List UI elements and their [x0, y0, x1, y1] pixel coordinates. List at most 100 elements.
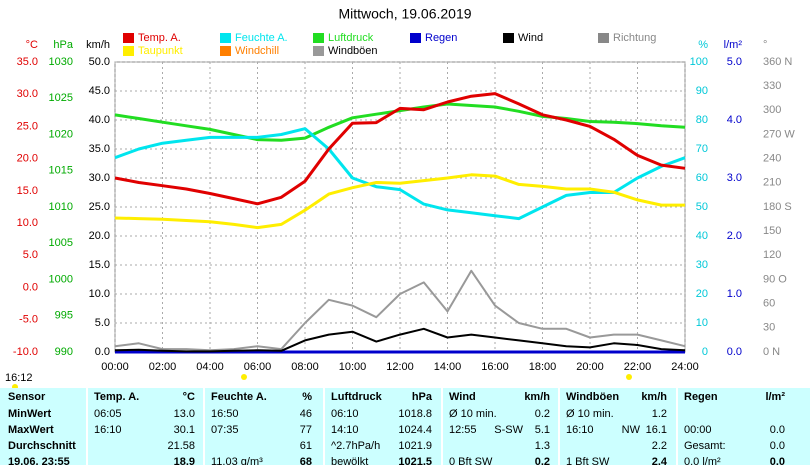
cell-value: 1021.5 — [398, 456, 432, 465]
cell-text: Wind — [449, 391, 476, 403]
legend-swatch — [220, 33, 231, 43]
y-tick-label: 10 — [696, 317, 708, 329]
series-line — [114, 92, 686, 206]
y-tick-label: 0 — [702, 346, 708, 358]
y-tick-label: 90 — [696, 85, 708, 97]
y-tick-label: 25.0 — [17, 120, 38, 132]
y-tick-label: 1015 — [49, 165, 73, 177]
row-label: Durchschnitt — [8, 440, 76, 452]
x-tick-label: 04:00 — [196, 361, 224, 373]
y-tick-label: 1000 — [49, 273, 73, 285]
y-tick-label: 90 O — [763, 273, 787, 285]
axis-title: ° — [763, 39, 767, 51]
y-tick-label: -10.0 — [13, 346, 38, 358]
y-tick-label: 50 — [696, 201, 708, 213]
cell-value: 1.2 — [651, 408, 667, 420]
x-tick-label: 08:00 — [291, 361, 319, 373]
cell-value: °C — [182, 391, 195, 403]
cell-value: km/h — [641, 391, 667, 403]
series-line — [114, 173, 685, 230]
cell-value: 0.2 — [534, 408, 550, 420]
cell-value: 1024.4 — [398, 424, 432, 436]
cell-text: 16:10 — [566, 424, 594, 436]
x-tick-label: 24:00 — [671, 361, 699, 373]
y-tick-label: 100 — [690, 56, 708, 68]
cell-value: % — [302, 391, 312, 403]
cell-text: Temp. A. — [94, 391, 140, 403]
legend-swatch — [313, 46, 324, 56]
cell-value: 1018.8 — [398, 408, 432, 420]
cell-value: 61 — [299, 440, 312, 452]
cell-text: 0.0 l/m² — [684, 456, 721, 465]
column-separator — [203, 388, 205, 465]
y-tick-label: 35.0 — [17, 56, 38, 68]
y-tick-label: -5.0 — [19, 314, 38, 326]
y-tick-label: 10.0 — [17, 217, 38, 229]
column-separator — [558, 388, 560, 465]
y-tick-label: 995 — [55, 310, 73, 322]
y-tick-label: 40.0 — [89, 114, 110, 126]
legend-label: Regen — [425, 32, 457, 44]
y-tick-label: 35.0 — [89, 143, 110, 155]
cell-value: 68 — [299, 456, 312, 465]
cell-value: 0.0 — [769, 440, 785, 452]
cell-text: Feuchte A. — [211, 391, 267, 403]
axis-title: hPa — [53, 39, 73, 51]
cell-text: 12:55 — [449, 424, 477, 436]
y-tick-label: 15.0 — [89, 259, 110, 271]
y-tick-label: 15.0 — [17, 185, 38, 197]
column-separator — [676, 388, 678, 465]
y-tick-label: 40 — [696, 230, 708, 242]
legend-label: Temp. A. — [138, 32, 181, 44]
y-tick-label: 30.0 — [17, 88, 38, 100]
y-tick-label: 70 — [696, 143, 708, 155]
y-tick-label: 0 N — [763, 346, 780, 358]
y-tick-label: 120 — [763, 249, 781, 261]
y-tick-label: 20.0 — [17, 153, 38, 165]
cell-text: Regen — [684, 391, 718, 403]
y-tick-label: 330 — [763, 80, 781, 92]
y-tick-label: 45.0 — [89, 85, 110, 97]
y-tick-label: 180 S — [763, 201, 792, 213]
legend-label: Richtung — [613, 32, 656, 44]
summary-table: Sensor Temp. A. °C Feuchte A.% Luftdruck hPa W… — [0, 388, 810, 465]
cell-text: S-SW — [494, 424, 523, 436]
legend-swatch — [598, 33, 609, 43]
x-tick-label: 00:00 — [101, 361, 129, 373]
x-tick-label: 18:00 — [529, 361, 557, 373]
cell-value: 0.0 — [769, 456, 785, 465]
cell-text: 07:35 — [211, 424, 239, 436]
chart: Mittwoch, 19.06.2019 16:12 °C 35.0 30.0 25.… — [5, 6, 795, 388]
column-separator — [441, 388, 443, 465]
y-tick-label: 3.0 — [727, 172, 742, 184]
legend-swatch — [313, 33, 324, 43]
column-separator — [323, 388, 325, 465]
y-tick-label: 210 — [763, 177, 781, 189]
y-tick-label: 1030 — [49, 56, 73, 68]
cell-text: 0 Bft SW — [449, 456, 493, 465]
y-tick-label: 1010 — [49, 201, 73, 213]
y-tick-label: 0.0 — [727, 346, 742, 358]
x-tick-label: 22:00 — [624, 361, 652, 373]
cell-text: 06:10 — [331, 408, 359, 420]
legend-swatch — [220, 46, 231, 56]
axis-title: °C — [26, 39, 38, 51]
cell-text: 11.03 g/m³ — [211, 456, 263, 465]
y-tick-label: 1005 — [49, 237, 73, 249]
y-tick-label: 990 — [55, 346, 73, 358]
cell-text: 1 Bft SW — [566, 456, 610, 465]
legend-label: Taupunkt — [138, 45, 183, 57]
x-tick-label: 06:00 — [244, 361, 272, 373]
legend-label: Windböen — [328, 45, 378, 57]
y-tick-label: 30 — [763, 322, 775, 334]
cell-text: Windböen — [566, 391, 620, 403]
cell-value: 2.4 — [651, 456, 667, 465]
y-tick-label: 150 — [763, 225, 781, 237]
cell-value: 2.2 — [651, 440, 667, 452]
cell-value: 30.1 — [173, 424, 195, 436]
y-tick-label: 300 — [763, 104, 781, 116]
legend-swatch — [410, 33, 421, 43]
y-tick-label: 270 W — [763, 128, 795, 140]
y-tick-label: 10.0 — [89, 288, 110, 300]
